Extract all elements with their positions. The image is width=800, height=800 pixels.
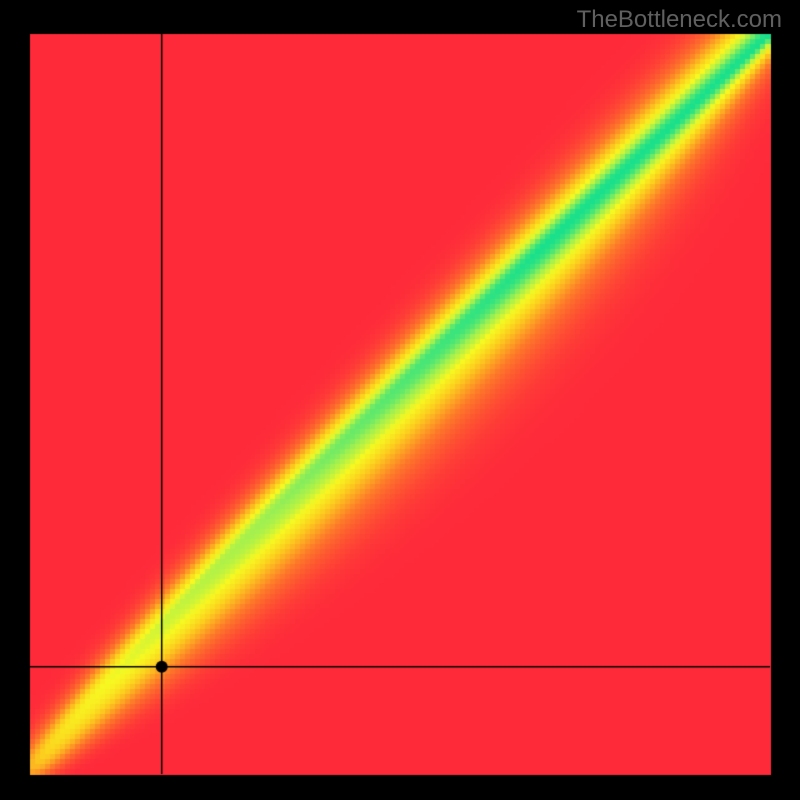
watermark-text: TheBottleneck.com <box>577 6 782 34</box>
bottleneck-heatmap <box>0 0 800 800</box>
